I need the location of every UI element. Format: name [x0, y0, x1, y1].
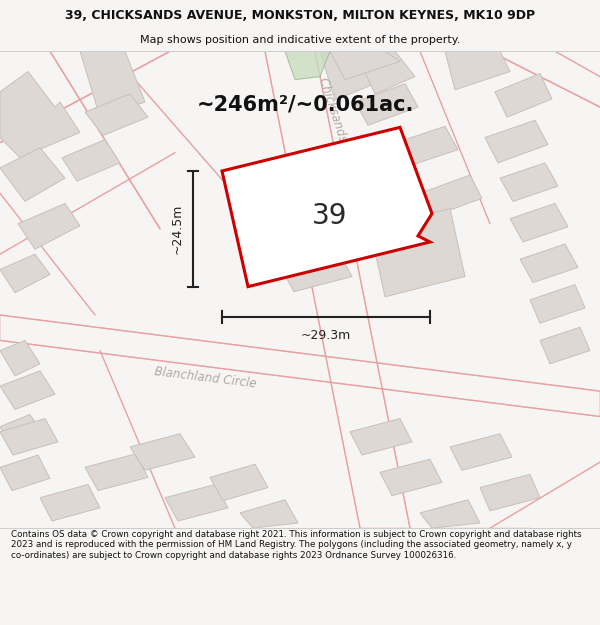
Polygon shape — [330, 51, 400, 79]
Polygon shape — [420, 175, 482, 217]
Polygon shape — [0, 419, 58, 455]
Polygon shape — [85, 454, 148, 491]
Text: ~246m²/~0.061ac.: ~246m²/~0.061ac. — [196, 94, 413, 114]
Text: Blanchland Circle: Blanchland Circle — [153, 365, 257, 391]
Polygon shape — [80, 51, 145, 118]
Text: 39: 39 — [312, 202, 348, 229]
Polygon shape — [240, 500, 298, 528]
Polygon shape — [0, 148, 65, 201]
Polygon shape — [0, 371, 55, 409]
Polygon shape — [62, 139, 120, 181]
Polygon shape — [390, 126, 458, 168]
Polygon shape — [480, 474, 540, 511]
Polygon shape — [355, 51, 415, 94]
Polygon shape — [380, 459, 442, 496]
Polygon shape — [0, 315, 600, 416]
Polygon shape — [0, 414, 45, 450]
Polygon shape — [282, 254, 352, 292]
Polygon shape — [18, 204, 80, 249]
Polygon shape — [265, 51, 410, 528]
Text: Contains OS data © Crown copyright and database right 2021. This information is : Contains OS data © Crown copyright and d… — [11, 530, 581, 560]
Polygon shape — [222, 127, 432, 287]
Text: 39, CHICKSANDS AVENUE, MONKSTON, MILTON KEYNES, MK10 9DP: 39, CHICKSANDS AVENUE, MONKSTON, MILTON … — [65, 9, 535, 22]
Polygon shape — [130, 434, 195, 470]
Polygon shape — [0, 254, 50, 292]
Polygon shape — [370, 209, 465, 297]
Text: Chicksands Avenue: Chicksands Avenue — [316, 76, 364, 189]
Text: Map shows position and indicative extent of the property.: Map shows position and indicative extent… — [140, 35, 460, 45]
Polygon shape — [500, 163, 558, 201]
Polygon shape — [165, 484, 228, 521]
Polygon shape — [0, 455, 50, 491]
Polygon shape — [85, 94, 148, 136]
Polygon shape — [350, 419, 412, 455]
Polygon shape — [270, 138, 385, 241]
Polygon shape — [210, 464, 268, 501]
Text: ~29.3m: ~29.3m — [301, 329, 351, 342]
Polygon shape — [510, 204, 568, 242]
Polygon shape — [445, 51, 510, 90]
Polygon shape — [285, 51, 330, 79]
Polygon shape — [530, 284, 585, 323]
Polygon shape — [320, 51, 380, 100]
Polygon shape — [540, 328, 590, 364]
Polygon shape — [0, 341, 40, 376]
Polygon shape — [485, 120, 548, 163]
Polygon shape — [40, 484, 100, 521]
Polygon shape — [520, 244, 578, 282]
Polygon shape — [355, 84, 418, 126]
Polygon shape — [495, 74, 552, 118]
Polygon shape — [0, 71, 80, 158]
Polygon shape — [420, 500, 480, 528]
Text: ~24.5m: ~24.5m — [170, 204, 184, 254]
Polygon shape — [450, 434, 512, 470]
